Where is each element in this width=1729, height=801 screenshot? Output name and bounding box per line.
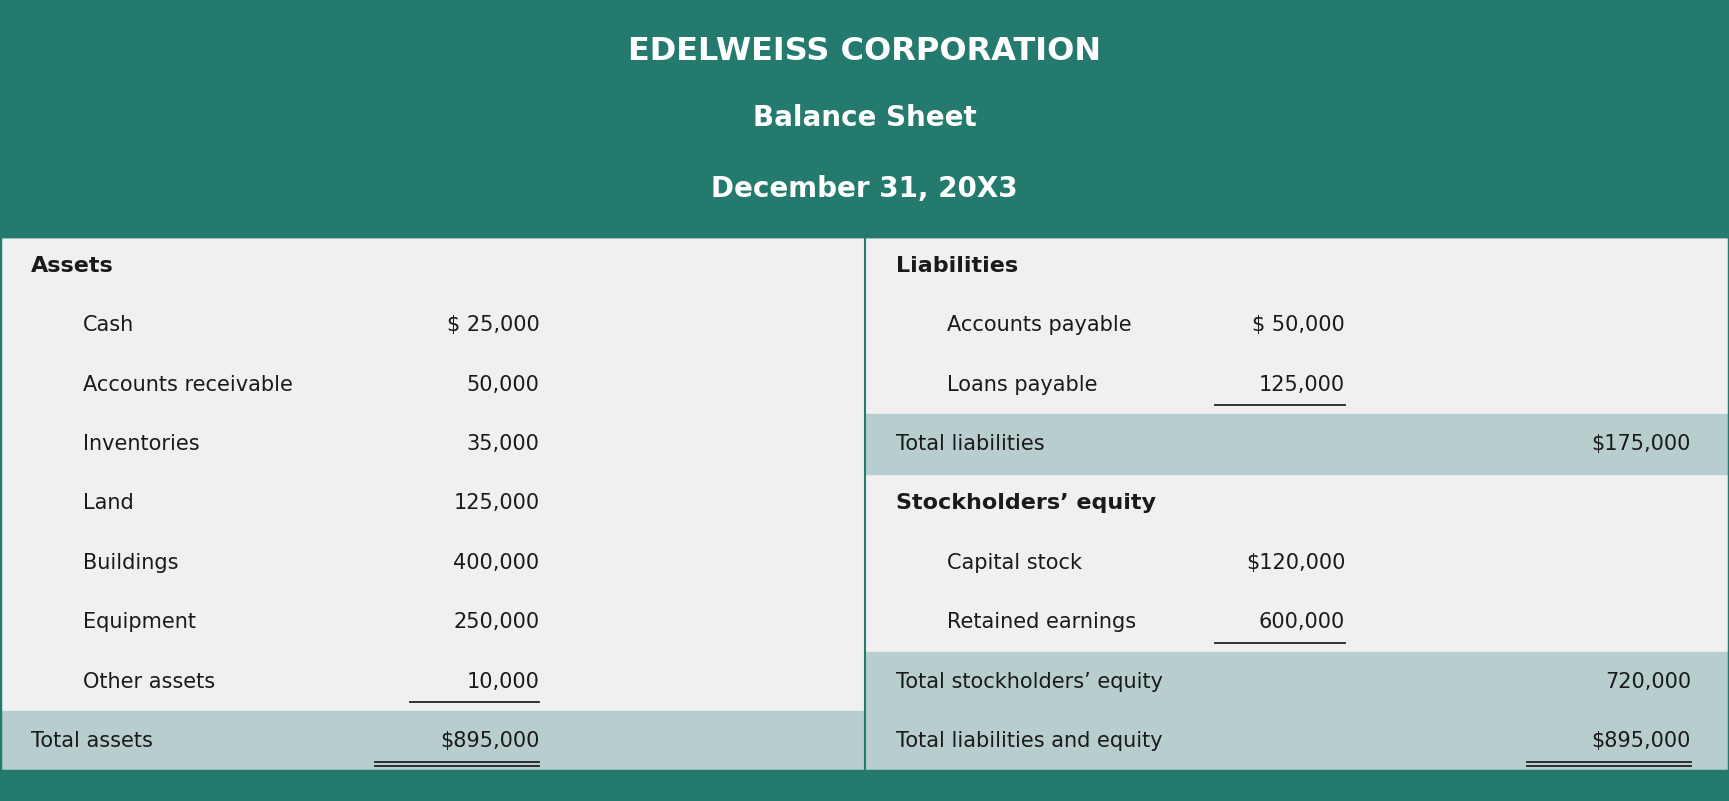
Text: 720,000: 720,000 xyxy=(1605,671,1691,691)
Bar xyxy=(0,236,1729,771)
Text: $ 25,000: $ 25,000 xyxy=(446,316,539,336)
Text: Cash: Cash xyxy=(83,316,135,336)
Text: EDELWEISS CORPORATION: EDELWEISS CORPORATION xyxy=(628,37,1101,67)
Text: Total liabilities: Total liabilities xyxy=(896,434,1044,454)
Text: $175,000: $175,000 xyxy=(1592,434,1691,454)
Text: Retained earnings: Retained earnings xyxy=(947,612,1136,632)
Text: Total stockholders’ equity: Total stockholders’ equity xyxy=(896,671,1162,691)
Text: Assets: Assets xyxy=(31,256,114,276)
Text: $895,000: $895,000 xyxy=(1592,731,1691,751)
Text: Other assets: Other assets xyxy=(83,671,214,691)
Bar xyxy=(864,414,1729,473)
Bar xyxy=(0,0,1729,236)
Text: $ 50,000: $ 50,000 xyxy=(1252,316,1345,336)
Text: $895,000: $895,000 xyxy=(441,731,539,751)
Text: 600,000: 600,000 xyxy=(1259,612,1345,632)
Text: Liabilities: Liabilities xyxy=(896,256,1018,276)
Text: Accounts payable: Accounts payable xyxy=(947,316,1132,336)
Bar xyxy=(0,236,1729,771)
Text: $120,000: $120,000 xyxy=(1247,553,1345,573)
Text: Loans payable: Loans payable xyxy=(947,375,1098,395)
Text: 250,000: 250,000 xyxy=(453,612,539,632)
Text: 125,000: 125,000 xyxy=(453,493,539,513)
Text: December 31, 20X3: December 31, 20X3 xyxy=(711,175,1018,203)
Text: 10,000: 10,000 xyxy=(467,671,539,691)
Text: Land: Land xyxy=(83,493,133,513)
Bar xyxy=(0,771,1729,801)
Bar xyxy=(864,652,1729,711)
Text: 125,000: 125,000 xyxy=(1259,375,1345,395)
Text: 50,000: 50,000 xyxy=(467,375,539,395)
Text: Accounts receivable: Accounts receivable xyxy=(83,375,292,395)
Bar xyxy=(0,711,1729,771)
Text: Total liabilities and equity: Total liabilities and equity xyxy=(896,731,1162,751)
Text: Total assets: Total assets xyxy=(31,731,152,751)
Text: Buildings: Buildings xyxy=(83,553,178,573)
Text: Capital stock: Capital stock xyxy=(947,553,1082,573)
Text: Stockholders’ equity: Stockholders’ equity xyxy=(896,493,1155,513)
Text: 35,000: 35,000 xyxy=(467,434,539,454)
Text: Balance Sheet: Balance Sheet xyxy=(752,104,977,132)
Text: Inventories: Inventories xyxy=(83,434,199,454)
Text: Equipment: Equipment xyxy=(83,612,195,632)
Text: 400,000: 400,000 xyxy=(453,553,539,573)
